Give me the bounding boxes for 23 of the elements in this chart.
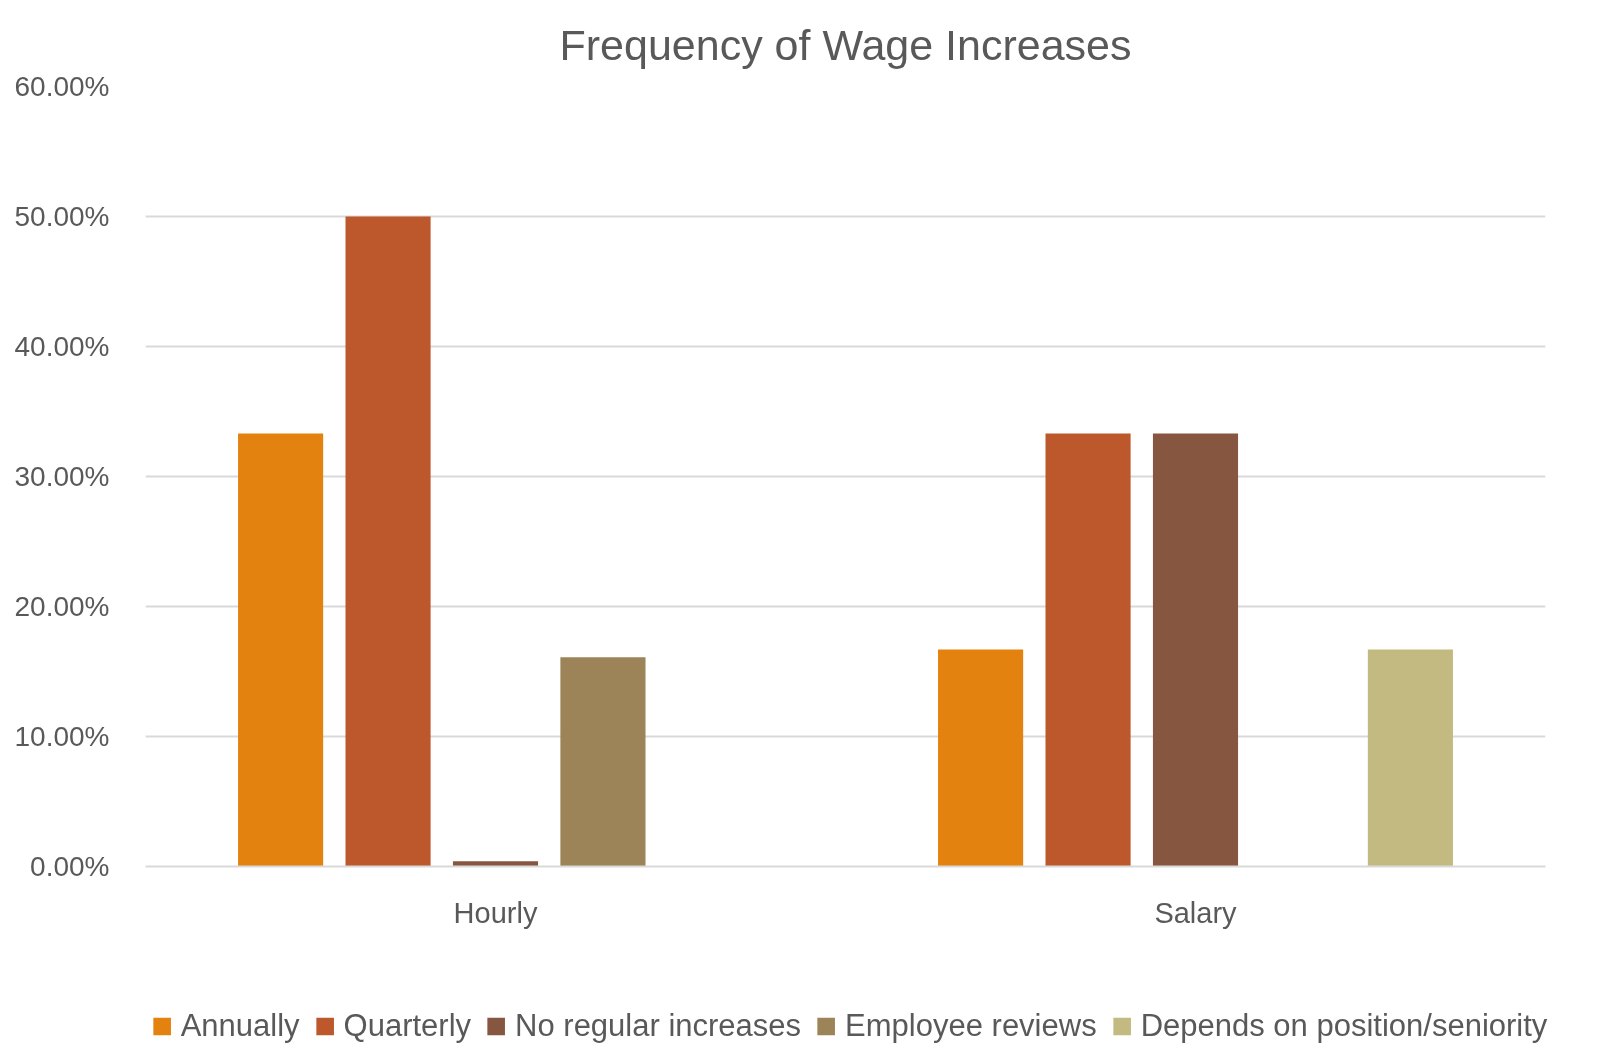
x-tick-label: Salary xyxy=(1154,896,1238,929)
bar xyxy=(1367,649,1453,867)
bar xyxy=(452,861,539,867)
y-tick-label: 30.00% xyxy=(14,461,110,492)
x-tick-label: Hourly xyxy=(453,896,538,929)
bar xyxy=(238,433,324,867)
legend-label: Annually xyxy=(180,1008,300,1044)
y-tick-label: 40.00% xyxy=(14,331,110,362)
y-tick-label: 0.00% xyxy=(30,851,110,882)
y-tick-label: 50.00% xyxy=(14,201,110,232)
bar xyxy=(1152,433,1239,867)
bar xyxy=(560,657,646,867)
y-tick-label: 20.00% xyxy=(14,591,110,622)
bar xyxy=(1045,433,1131,867)
legend-label: Employee reviews xyxy=(845,1008,1097,1044)
legend-label: Quarterly xyxy=(343,1008,472,1044)
y-tick-label: 60.00% xyxy=(14,71,110,102)
legend-label: Depends on position/seniority xyxy=(1140,1008,1548,1044)
chart-title: Frequency of Wage Increases xyxy=(559,20,1132,69)
legend-label: No regular increases xyxy=(515,1008,802,1044)
bar xyxy=(938,649,1024,867)
y-tick-label: 10.00% xyxy=(14,721,110,752)
bar xyxy=(345,216,431,867)
